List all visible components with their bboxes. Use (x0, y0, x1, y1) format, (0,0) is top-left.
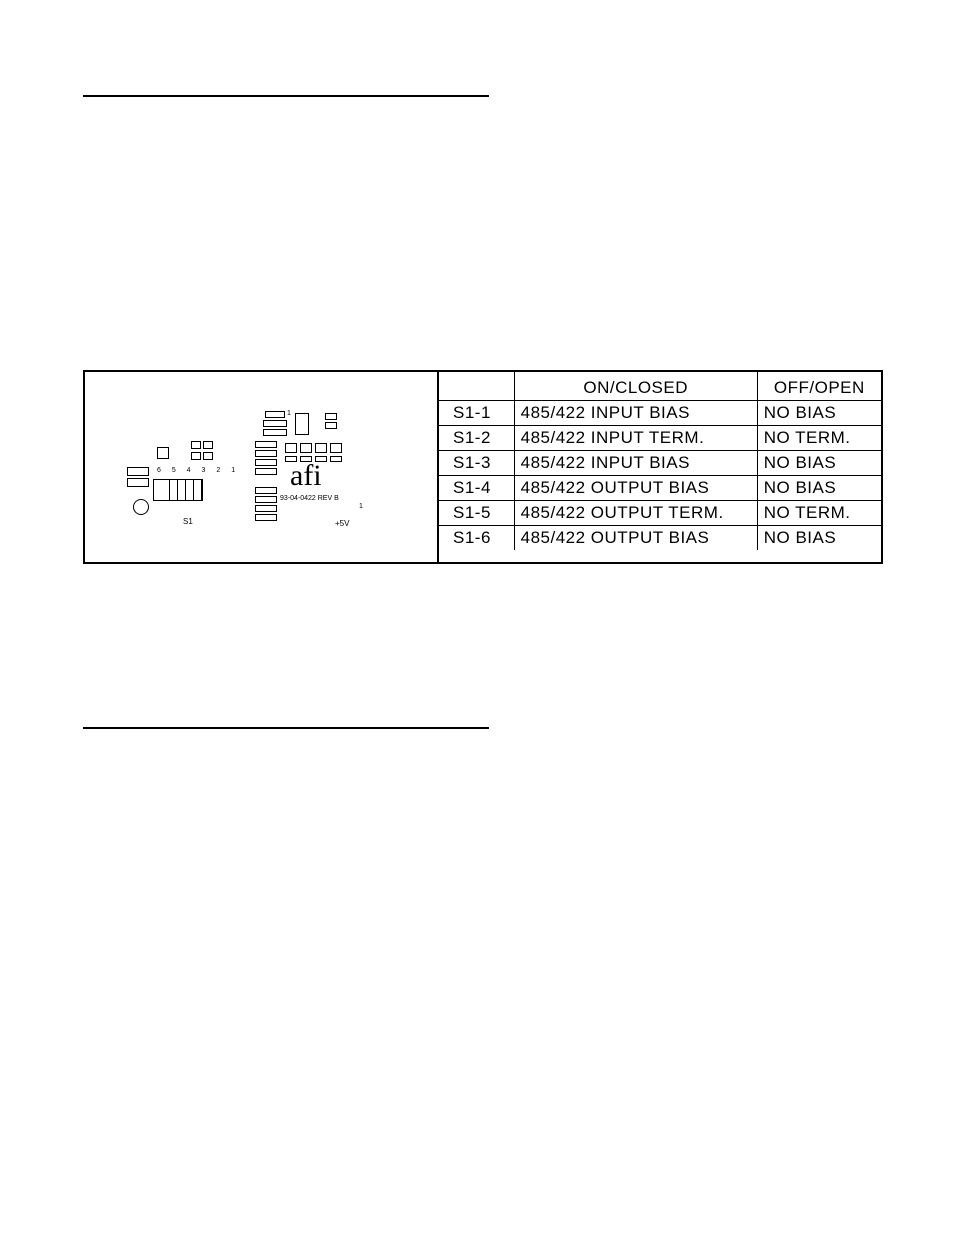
dip-numbers: 6 5 4 3 2 1 (157, 467, 240, 474)
cell-off: NO BIAS (757, 526, 881, 551)
col-header-off: OFF/OPEN (757, 372, 881, 401)
table-row: S1-2 485/422 INPUT TERM. NO TERM. (439, 426, 881, 451)
cell-sw: S1-1 (439, 401, 514, 426)
cell-sw: S1-2 (439, 426, 514, 451)
cell-sw: S1-3 (439, 451, 514, 476)
cell-off: NO TERM. (757, 501, 881, 526)
switch-table: ON/CLOSED OFF/OPEN S1-1 485/422 INPUT BI… (439, 372, 881, 550)
pin-1-label: 1 (287, 410, 291, 417)
table-row: S1-6 485/422 OUTPUT BIAS NO BIAS (439, 526, 881, 551)
cell-on: 485/422 OUTPUT BIAS (514, 526, 757, 551)
plus5v-label: +5V (335, 519, 349, 528)
figure-row: 1 (83, 370, 883, 564)
heading-rule-2 (83, 727, 489, 729)
cell-off: NO BIAS (757, 451, 881, 476)
cell-sw: S1-4 (439, 476, 514, 501)
cell-off: NO BIAS (757, 401, 881, 426)
heading-rule-1 (83, 95, 489, 97)
table-row: S1-4 485/422 OUTPUT BIAS NO BIAS (439, 476, 881, 501)
col-header-on: ON/CLOSED (514, 372, 757, 401)
pcb-diagram: 1 (135, 407, 395, 537)
table-row: S1-5 485/422 OUTPUT TERM. NO TERM. (439, 501, 881, 526)
cell-on: 485/422 INPUT TERM. (514, 426, 757, 451)
mounting-hole (133, 499, 149, 515)
s1-label: S1 (183, 517, 193, 526)
cell-on: 485/422 OUTPUT TERM. (514, 501, 757, 526)
cell-off: NO TERM. (757, 426, 881, 451)
cell-sw: S1-6 (439, 526, 514, 551)
table-header-row: ON/CLOSED OFF/OPEN (439, 372, 881, 401)
cell-on: 485/422 OUTPUT BIAS (514, 476, 757, 501)
table-row: S1-1 485/422 INPUT BIAS NO BIAS (439, 401, 881, 426)
table-row: S1-3 485/422 INPUT BIAS NO BIAS (439, 451, 881, 476)
col-header-switch (439, 372, 514, 401)
pcb-diagram-box: 1 (83, 370, 439, 564)
dip-switch-s1 (153, 479, 203, 501)
cell-on: 485/422 INPUT BIAS (514, 401, 757, 426)
cell-on: 485/422 INPUT BIAS (514, 451, 757, 476)
rev-1-label: 1 (359, 503, 363, 510)
switch-table-box: ON/CLOSED OFF/OPEN S1-1 485/422 INPUT BI… (439, 370, 883, 564)
cell-sw: S1-5 (439, 501, 514, 526)
rev-label: 93-04-0422 REV B (280, 495, 339, 502)
cell-off: NO BIAS (757, 476, 881, 501)
brand-logo-text: afi (290, 459, 322, 493)
page: 1 (0, 0, 954, 1235)
